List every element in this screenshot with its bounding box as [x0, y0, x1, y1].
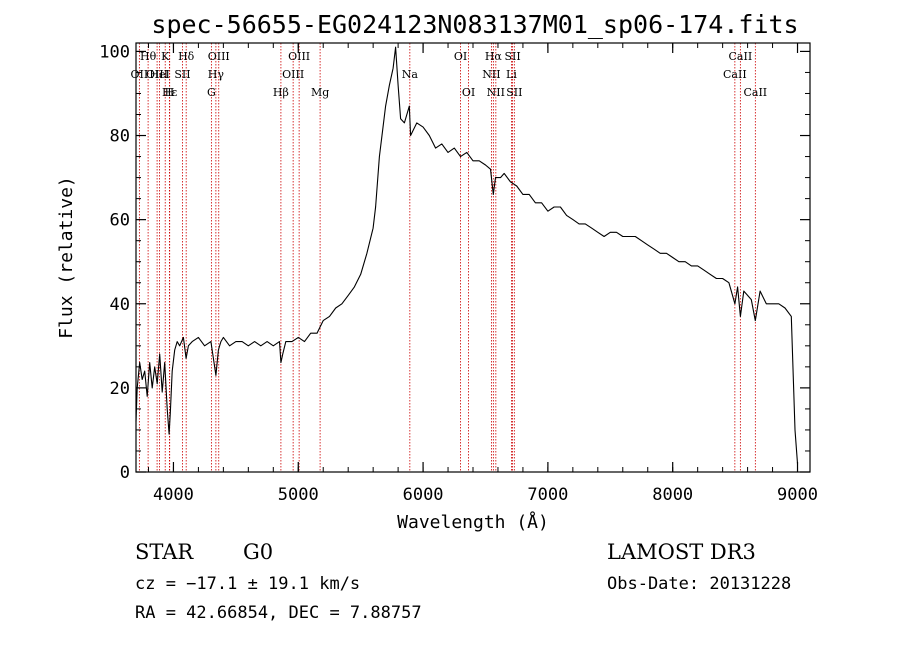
line-label: Na [402, 68, 419, 81]
x-tick-label: 6000 [403, 485, 444, 505]
line-label: Mg [311, 86, 329, 99]
y-tick-label: 0 [120, 463, 130, 483]
line-label: HeI [149, 68, 169, 81]
object-subclass: G0 [243, 540, 274, 564]
line-label: SII [174, 68, 190, 81]
x-tick-label: 7000 [527, 485, 568, 505]
x-tick-label: 9000 [777, 485, 818, 505]
line-label: G [207, 86, 216, 99]
line-label: Li [506, 68, 517, 81]
x-tick-label: 4000 [153, 485, 194, 505]
line-label: K [161, 50, 170, 63]
line-label: Hγ [208, 68, 225, 81]
observation-date: Obs-Date: 20131228 [607, 574, 792, 594]
y-tick-label: 60 [110, 211, 130, 231]
line-label: Hα [485, 50, 503, 63]
object-class: STAR [135, 540, 194, 564]
axes: 4000 5000 6000 7000 8000 9000 0 20 40 60 80 100 [99, 42, 818, 505]
spectrum-series [135, 46, 799, 464]
line-label: NII [487, 86, 505, 99]
spectral-line-labels: HθOIIOIIIHeIKHHεSIIHδHγGOIIIHβOIIIOIIIMg… [131, 50, 768, 99]
line-label: OIII [282, 68, 304, 81]
y-tick-label: 100 [99, 42, 130, 62]
spectral-line-markers [138, 43, 756, 472]
x-tick-label: 8000 [652, 485, 693, 505]
plot-frame [135, 42, 811, 473]
y-tick-label: 20 [110, 379, 130, 399]
line-label: OI [454, 50, 467, 63]
line-label: Hβ [273, 86, 289, 99]
y-axis-label: Flux (relative) [56, 176, 77, 339]
survey-name: LAMOST DR3 [607, 540, 756, 564]
line-label: Hδ [178, 50, 195, 63]
line-label: SII [506, 86, 522, 99]
coordinates-readout: RA = 42.66854, DEC = 7.88757 [135, 603, 422, 623]
chart-title: spec-56655-EG024123N083137M01_sp06-174.f… [151, 10, 799, 39]
line-label: OIII [208, 50, 230, 63]
line-label: Hθ [140, 50, 157, 63]
x-axis-label: Wavelength (Å) [397, 511, 549, 533]
line-label: CaII [743, 86, 767, 99]
line-label: OI [462, 86, 475, 99]
spectrum-line [135, 46, 799, 464]
y-tick-label: 40 [110, 295, 130, 315]
line-label: CaII [729, 50, 753, 63]
line-label: OIII [146, 68, 168, 81]
redshift-readout: cz = −17.1 ± 19.1 km/s [135, 574, 361, 594]
line-label: NII [482, 68, 500, 81]
line-label: SII [504, 50, 520, 63]
line-label: OIII [288, 50, 310, 63]
line-label: H [165, 86, 175, 99]
line-label: OII [131, 68, 149, 81]
y-tick-label: 80 [110, 127, 130, 147]
line-label: Hε [162, 86, 178, 99]
x-tick-label: 5000 [278, 485, 319, 505]
line-label: CaII [723, 68, 747, 81]
